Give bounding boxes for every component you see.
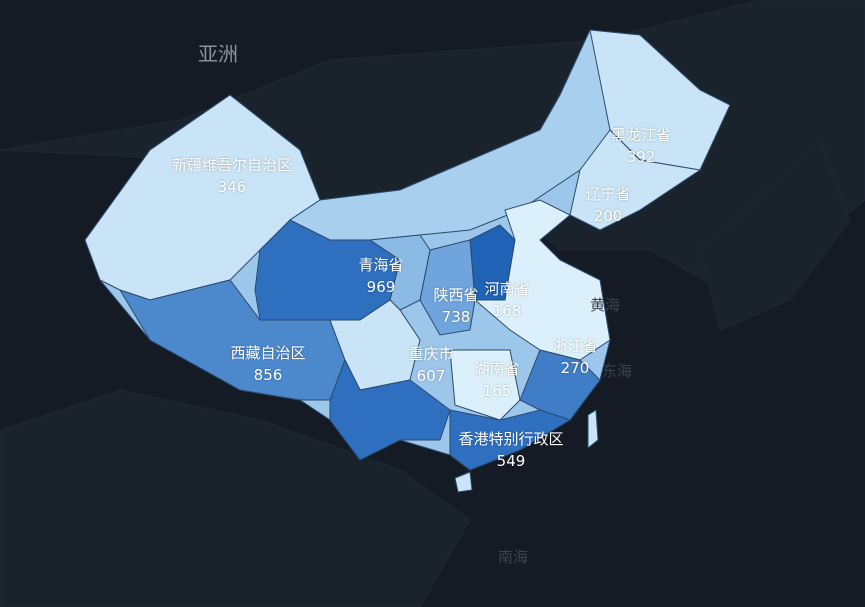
region-value: 346 bbox=[217, 178, 247, 196]
region-label[interactable]: 陕西省 738 bbox=[433, 284, 478, 328]
region-value: 856 bbox=[253, 366, 283, 384]
region-value: 607 bbox=[416, 367, 446, 385]
region-label[interactable]: 重庆市 607 bbox=[408, 343, 453, 387]
region-value: 165 bbox=[482, 382, 512, 400]
continent-label: 亚洲 bbox=[198, 42, 238, 66]
region-yunnan-guizhou bbox=[329, 358, 451, 461]
region-guangdong bbox=[449, 409, 572, 471]
region-label[interactable]: 新疆维吾尔自治区 346 bbox=[172, 154, 292, 198]
region-name: 新疆维吾尔自治区 bbox=[171, 156, 293, 174]
region-label[interactable]: 西藏自治区 856 bbox=[230, 342, 305, 386]
region-name: 香港特别行政区 bbox=[458, 430, 564, 448]
region-value: 392 bbox=[626, 148, 656, 166]
region-gansu bbox=[368, 234, 431, 311]
region-name: 青海省 bbox=[358, 256, 404, 274]
region-jilin-liaoning bbox=[569, 129, 702, 231]
region-name: 陕西省 bbox=[433, 286, 479, 304]
region-label[interactable]: 湖南省 165 bbox=[474, 358, 519, 402]
region-value: 270 bbox=[560, 359, 590, 377]
region-label[interactable]: 河南省 168 bbox=[484, 278, 529, 322]
region-name: 湖南省 bbox=[474, 360, 520, 378]
sea-label: 黄海 bbox=[590, 296, 621, 314]
region-label[interactable]: 浙江省 270 bbox=[552, 335, 597, 379]
china-provinces[interactable] bbox=[84, 29, 731, 493]
region-name: 河南省 bbox=[484, 280, 530, 298]
region-value: 168 bbox=[492, 302, 522, 320]
region-label[interactable]: 香港特别行政区 549 bbox=[458, 428, 563, 472]
region-value: 969 bbox=[366, 278, 396, 296]
region-label[interactable]: 黑龙江省 392 bbox=[611, 124, 671, 168]
region-value: 549 bbox=[496, 452, 526, 470]
region-name: 辽宁省 bbox=[585, 185, 631, 203]
region-name: 重庆市 bbox=[408, 345, 454, 363]
region-hunan bbox=[449, 349, 521, 421]
region-label[interactable]: 辽宁省 200 bbox=[585, 183, 630, 227]
region-value: 738 bbox=[441, 308, 471, 326]
region-name: 黑龙江省 bbox=[610, 126, 672, 144]
region-name: 浙江省 bbox=[552, 337, 598, 355]
region-hainan bbox=[454, 471, 473, 493]
region-taiwan bbox=[587, 409, 599, 450]
region-label[interactable]: 青海省 969 bbox=[358, 254, 403, 298]
sea-label: 南海 bbox=[498, 548, 529, 566]
region-east bbox=[473, 199, 611, 361]
region-name: 西藏自治区 bbox=[230, 344, 306, 362]
sea-label: 东海 bbox=[602, 362, 633, 380]
region-value: 200 bbox=[593, 207, 623, 225]
